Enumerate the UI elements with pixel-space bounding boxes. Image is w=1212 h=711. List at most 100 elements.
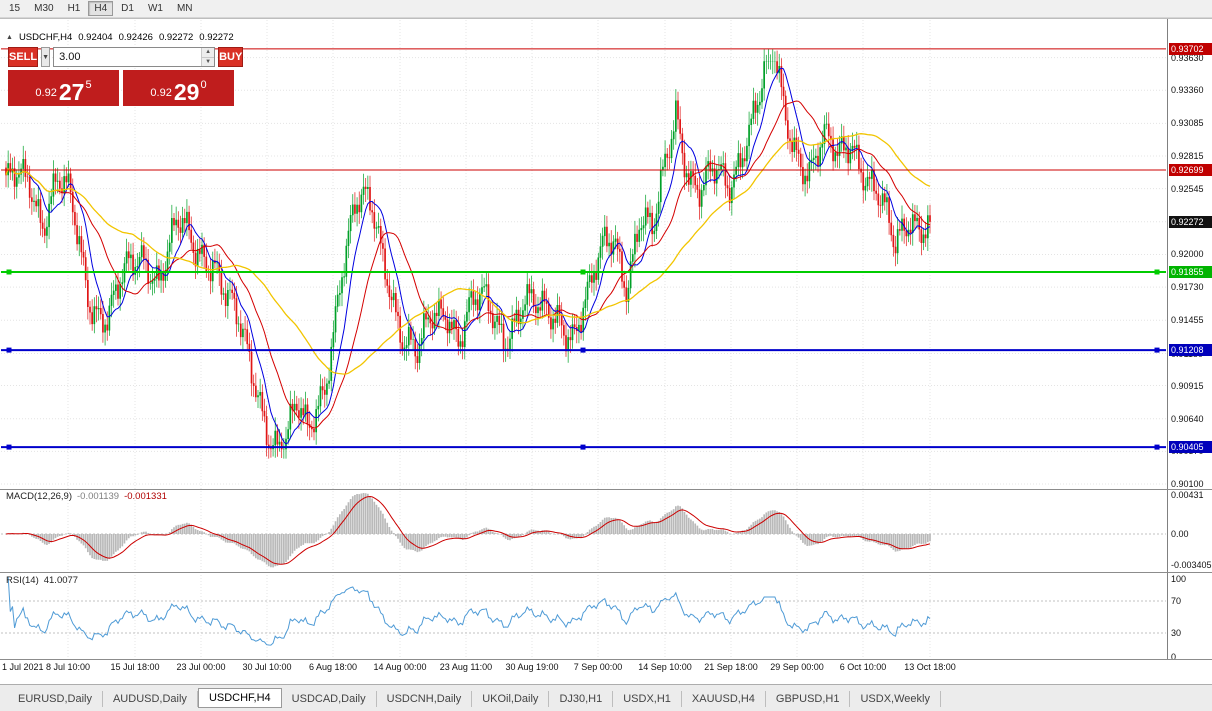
timeframe-button-w1[interactable]: W1 — [142, 1, 169, 16]
ohlc-low: 0.92272 — [158, 32, 194, 43]
volume-input[interactable] — [54, 48, 202, 66]
candles-layer — [5, 49, 931, 459]
price-axis: 0.93630 0.93360 0.93085 0.92815 0.92545 0.922… — [1167, 19, 1212, 662]
price-axis-label: 0.90100 — [1171, 479, 1204, 489]
macd-signal-line — [5, 495, 931, 565]
price-badge-0.91208[interactable]: 0.91208 — [1169, 344, 1212, 356]
buy-price-pip: 0 — [200, 79, 207, 91]
hline-handle[interactable] — [580, 347, 586, 353]
time-axis-label: 14 Sep 10:00 — [638, 662, 692, 672]
hline-handle[interactable] — [1154, 269, 1160, 275]
price-badge-0.92699[interactable]: 0.92699 — [1169, 164, 1212, 176]
price-badge-0.90405[interactable]: 0.90405 — [1169, 441, 1212, 453]
grid-layer — [1, 20, 1166, 659]
chart-symbol-label: USDCHF,H4 — [18, 32, 73, 43]
rsi-indicator-header: RSI(14) 41.0077 — [6, 575, 78, 586]
macd-pane-separator[interactable] — [0, 489, 1212, 490]
macd-indicator-header: MACD(12,26,9) -0.001139 -0.001331 — [6, 491, 167, 502]
price-axis-label: 0.92815 — [1171, 151, 1204, 161]
price-axis-label: 0.93630 — [1171, 53, 1204, 63]
sell-price-display[interactable]: 0.92 27 5 — [8, 70, 119, 106]
time-axis-label: 6 Aug 18:00 — [308, 662, 358, 672]
price-axis-label: 0.90640 — [1171, 414, 1204, 424]
hline-handle[interactable] — [6, 347, 12, 353]
ohlc-close: 0.92272 — [199, 32, 234, 43]
macd-axis-label: -0.003405 — [1171, 560, 1212, 570]
volume-increase-button[interactable]: ▲ — [202, 48, 215, 58]
volume-field: ▲ ▼ — [53, 47, 216, 67]
price-axis-label: 0.93085 — [1171, 118, 1204, 128]
price-axis-label: 0.90915 — [1171, 381, 1204, 391]
timeframe-button-d1[interactable]: D1 — [115, 1, 140, 16]
time-axis-label: 7 Sep 00:00 — [573, 662, 623, 672]
chart-tab-ukoil-daily[interactable]: UKOil,Daily — [472, 691, 550, 707]
price-axis-label: 0.91455 — [1171, 315, 1204, 325]
rsi-axis-label: 30 — [1171, 628, 1182, 638]
hline-handle[interactable] — [1154, 347, 1160, 353]
buy-button[interactable]: BUY — [218, 47, 244, 67]
sell-price-base: 0.92 — [35, 87, 57, 99]
chart-tab-eurusd-daily[interactable]: EURUSD,Daily — [8, 691, 103, 707]
macd-value: -0.001139 — [77, 491, 120, 502]
timeframe-button-h1[interactable]: H1 — [62, 1, 87, 16]
ma-slow-yellow — [5, 133, 931, 375]
timeframe-button-15[interactable]: 15 — [3, 1, 26, 16]
time-axis-label: 6 Oct 10:00 — [839, 662, 887, 672]
macd-layer — [5, 493, 931, 568]
price-axis-label: 0.92000 — [1171, 249, 1204, 259]
chart-area: 0.936300.933600.930850.928150.925450.922… — [0, 18, 1212, 684]
hline-handle[interactable] — [580, 444, 586, 450]
chart-arrow-icon: ▲ — [6, 34, 13, 41]
chart-tab-audusd-daily[interactable]: AUDUSD,Daily — [103, 691, 198, 707]
chart-tab-gbpusd-h1[interactable]: GBPUSD,H1 — [766, 691, 851, 707]
chart-tab-usdchf-h4[interactable]: USDCHF,H4 — [197, 688, 282, 708]
buy-price-display[interactable]: 0.92 29 0 — [123, 70, 234, 106]
price-axis-label: 0.91730 — [1171, 282, 1204, 292]
rsi-pane-separator[interactable] — [0, 572, 1212, 573]
time-axis-label: 1 Jul 2021 — [2, 662, 44, 672]
volume-decrease-button[interactable]: ▼ — [202, 57, 215, 66]
hline-handle[interactable] — [580, 269, 586, 275]
chart-tab-usdx-h1[interactable]: USDX,H1 — [613, 691, 682, 707]
time-axis-label: 30 Aug 19:00 — [505, 662, 559, 672]
chart-tab-usdcnh-daily[interactable]: USDCNH,Daily — [377, 691, 473, 707]
timeframe-button-h4[interactable]: H4 — [88, 1, 114, 16]
chart-tab-usdcad-daily[interactable]: USDCAD,Daily — [282, 691, 377, 707]
timeframe-button-mn[interactable]: MN — [171, 1, 199, 16]
hline-handle[interactable] — [1154, 444, 1160, 450]
macd-histogram — [7, 493, 931, 568]
price-badge-0.91855[interactable]: 0.91855 — [1169, 266, 1212, 278]
ohlc-open: 0.92404 — [78, 32, 113, 43]
sell-price-big: 27 — [58, 79, 85, 106]
hline-handle[interactable] — [6, 269, 12, 275]
timeframe-button-m30[interactable]: M30 — [28, 1, 59, 16]
chart-tab-dj30-h1[interactable]: DJ30,H1 — [549, 691, 614, 707]
time-axis-label: 15 Jul 18:00 — [110, 662, 160, 672]
rsi-line — [7, 576, 931, 646]
buy-price-big: 29 — [173, 79, 200, 106]
macd-name: MACD(12,26,9) — [6, 491, 72, 502]
time-axis-label: 23 Jul 00:00 — [176, 662, 226, 672]
time-axis: 1 Jul 2021 8 Jul 10:00 15 Jul 18:00 23 Jul … — [0, 662, 1167, 677]
chart-tab-bar: EURUSD,Daily AUDUSD,Daily USDCHF,H4 USDCAD,… — [0, 684, 1212, 711]
chart-canvas[interactable] — [0, 19, 1167, 660]
rsi-axis-label: 70 — [1171, 596, 1182, 606]
chart-tab-usdx-weekly[interactable]: USDX,Weekly — [850, 691, 941, 707]
time-axis-label: 29 Sep 00:00 — [770, 662, 824, 672]
time-axis-label: 21 Sep 18:00 — [704, 662, 758, 672]
volume-spinner: ▲ ▼ — [201, 48, 215, 66]
levels-layer — [1, 48, 1166, 450]
price-axis-label: 0.92545 — [1171, 184, 1204, 194]
price-badge-0.93702[interactable]: 0.93702 — [1169, 43, 1212, 55]
volume-dropdown-button[interactable]: ▼ — [41, 47, 51, 67]
buy-price-base: 0.92 — [150, 87, 172, 99]
time-axis-label: 14 Aug 00:00 — [373, 662, 427, 672]
chart-tab-xauusd-h4[interactable]: XAUUSD,H4 — [682, 691, 766, 707]
sell-button[interactable]: SELL — [8, 47, 39, 67]
hline-handle[interactable] — [6, 444, 12, 450]
price-badge-0.92272: 0.92272 — [1169, 216, 1212, 228]
time-axis-label: 30 Jul 10:00 — [242, 662, 292, 672]
rsi-value: 41.0077 — [43, 575, 79, 586]
timeframe-toolbar: 15 M30 H1 H4 D1 W1 MN — [0, 0, 1212, 18]
